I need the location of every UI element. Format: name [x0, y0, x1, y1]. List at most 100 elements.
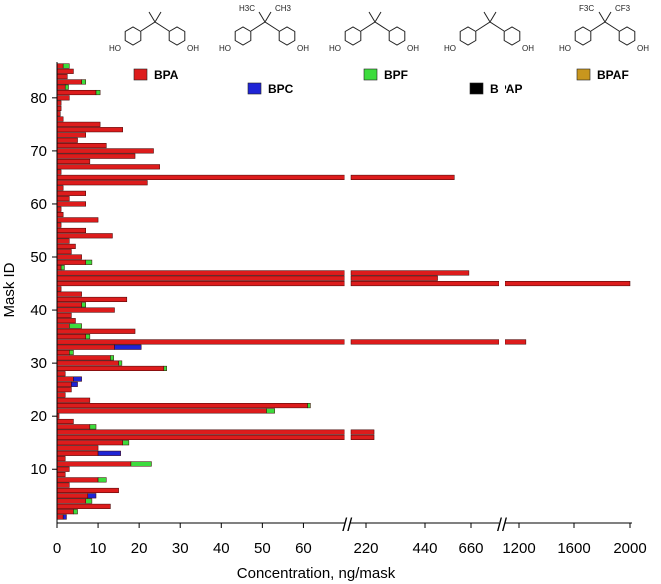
bar-mask-65-bpa: [350, 174, 455, 180]
bar-mask-69-bpa: [56, 153, 136, 159]
bar-mask-21-bpa: [56, 408, 267, 414]
structure-label: HO: [559, 44, 571, 53]
bar-mask-83-bpa: [56, 79, 82, 85]
axis-breaks: // //: [342, 60, 507, 535]
bar-mask-86-bpf: [62, 63, 70, 69]
legend-swatch-bpa: [133, 68, 148, 81]
structure-right-ring: [278, 26, 296, 46]
bar-mask-81-bpf: [95, 89, 101, 96]
bar-mask-44-bpa: [56, 286, 62, 292]
bar-mask-16-bpa: [350, 434, 375, 440]
bar-mask-82-bpf: [64, 84, 69, 90]
y-tick-label-80: 80: [30, 90, 47, 107]
bar-mask-76-bpa: [56, 116, 64, 122]
x-tick-label-10: 10: [90, 540, 107, 557]
x-ticks: 0 10 20 30 40 50 60 220 440 660 1200 1600 2000: [53, 523, 647, 557]
bar-mask-15-bpf: [122, 440, 130, 446]
bar-mask-45-bpa: [56, 280, 345, 287]
x-tick-label-40: 40: [213, 540, 230, 557]
bar-mask-11-bpa: [56, 461, 132, 467]
legend-swatch-bpc: [247, 82, 262, 95]
structure-right-ring: [388, 26, 406, 46]
bar-mask-27-bpa: [56, 376, 74, 382]
bar-mask-22-bpa: [56, 403, 308, 409]
y-tick-label-30: 30: [30, 355, 47, 372]
bar-mask-37-bpa: [56, 323, 70, 329]
bar-mask-53-bpa: [56, 238, 70, 244]
bar-mask-70-bpa: [56, 148, 154, 154]
bar-mask-80-bpa: [56, 95, 70, 101]
bar-mask-1-bpa: [56, 514, 64, 520]
bar-mask-49-bpf: [85, 259, 93, 265]
bar-mask-54-bpa: [56, 233, 113, 239]
y-tick-label-70: 70: [30, 143, 47, 160]
bar-mask-22-bpf: [307, 403, 311, 409]
structure-label: OH: [637, 44, 649, 53]
x-tick-label-660: 660: [458, 540, 483, 557]
bar-mask-24-bpa: [56, 392, 66, 398]
bar-mask-17-bpa: [56, 429, 345, 435]
legend-swatch-bpap: [469, 82, 484, 95]
legend-label-bpc: BPC: [268, 82, 294, 96]
structure-left-ring: [344, 26, 362, 46]
bar-mask-5-bpc: [87, 493, 97, 499]
bar-mask-73-bpa: [56, 132, 86, 138]
legend-swatch-bpaf: [576, 68, 591, 81]
bar-mask-85-bpa: [56, 68, 74, 74]
bar-mask-7-bpa: [56, 482, 70, 488]
bar-mask-57-bpa: [56, 217, 99, 223]
bar-mask-38-bpa: [56, 318, 76, 324]
bar-mask-52-bpa: [56, 243, 76, 249]
legend: BPA BPC BPF BPAP BPAF: [133, 68, 629, 96]
legend-swatch-bpf: [363, 68, 378, 81]
bar-mask-84-bpa: [56, 74, 68, 80]
bar-mask-56-bpa: [56, 222, 62, 228]
bar-mask-18-bpa: [56, 424, 91, 430]
structure-label: OH: [522, 44, 534, 53]
structure-right-ring: [503, 26, 521, 46]
bar-mask-48-bpf: [60, 265, 65, 271]
bar-mask-1-bpc: [62, 514, 67, 520]
bar-mask-29-bpf: [163, 365, 167, 371]
structure-label: F3C: [579, 4, 594, 13]
structure-bpc: HO OH H3C CH3: [219, 4, 309, 53]
structure-label: HO: [109, 44, 121, 53]
bar-mask-31-bpf: [110, 355, 114, 361]
structure-right-ring: [168, 26, 186, 46]
bar-mask-2-bpf: [73, 509, 78, 515]
structure-bpa: HO OH: [109, 11, 199, 53]
y-tick-label-50: 50: [30, 249, 47, 266]
bar-mask-32-bpa: [56, 349, 70, 356]
bar-mask-50-bpa: [56, 254, 82, 260]
structure-bridge: [250, 11, 280, 32]
bars: [56, 63, 631, 520]
bar-mask-26-bpa: [56, 381, 72, 387]
bar-mask-12-bpa: [56, 456, 66, 462]
bar-mask-39-bpa: [56, 312, 72, 318]
x-tick-label-20: 20: [131, 540, 148, 557]
bar-mask-16-bpa: [56, 434, 345, 440]
x-axis-title: Concentration, ng/mask: [237, 565, 396, 582]
bar-mask-55-bpa: [56, 227, 86, 234]
bar-mask-35-bpa: [56, 334, 86, 340]
bar-mask-35-bpf: [85, 334, 91, 340]
bar-mask-31-bpa: [56, 355, 111, 361]
legend-label-bpaf: BPAF: [597, 68, 629, 82]
bar-mask-45-bpa: [350, 280, 500, 287]
bar-mask-82-bpa: [56, 84, 66, 90]
bar-mask-8-bpa: [56, 477, 99, 483]
axis-break-mark-1: //: [342, 515, 352, 535]
bar-mask-33-bpc: [114, 344, 142, 350]
x-tick-label-60: 60: [295, 540, 312, 557]
structure-left-ring: [459, 26, 477, 46]
structure-label: CF3: [615, 4, 631, 13]
bar-mask-37-bpf: [69, 323, 82, 329]
bar-mask-28-bpa: [56, 371, 66, 377]
x-tick-label-1200: 1200: [502, 540, 535, 557]
bar-mask-60-bpa: [56, 201, 86, 207]
structure-bridge: [590, 11, 620, 32]
structure-bridge: [140, 11, 170, 32]
bar-mask-48-bpa: [56, 265, 62, 271]
structure-label: HO: [219, 44, 231, 53]
